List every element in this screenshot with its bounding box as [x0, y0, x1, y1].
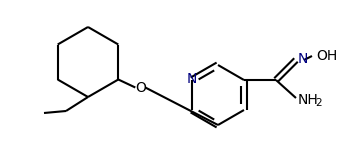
Text: N: N [187, 72, 197, 86]
Text: N: N [298, 52, 309, 66]
Text: 2: 2 [315, 98, 321, 108]
Text: O: O [135, 80, 146, 95]
Text: OH: OH [316, 49, 337, 63]
Text: NH: NH [298, 93, 319, 107]
